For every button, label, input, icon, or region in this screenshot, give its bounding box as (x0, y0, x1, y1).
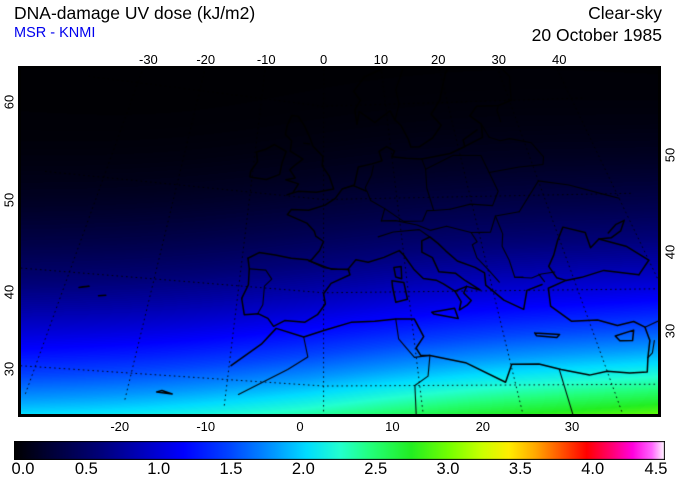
colorbar-tick-label: 0.5 (75, 460, 98, 479)
axis-tick-label: 10 (374, 52, 388, 67)
page-title: DNA-damage UV dose (kJ/m2) (14, 2, 414, 24)
axis-tick-label: 40 (552, 52, 566, 67)
colorbar-tick-label: 1.5 (220, 460, 243, 479)
axis-tick-label: 50 (2, 193, 17, 207)
axis-tick-label: 20 (431, 52, 445, 67)
colorbar-tick-label: 3.5 (509, 460, 532, 479)
colorbar-tick-label: 2.0 (292, 460, 315, 479)
axis-tick-label: 0 (320, 52, 327, 67)
axis-tick-label: 20 (476, 419, 490, 434)
colorbar-tick-label: 1.0 (147, 460, 170, 479)
axis-tick-label: 50 (663, 148, 678, 162)
axis-tick-label: -30 (139, 52, 158, 67)
date-label: 20 October 1985 (532, 24, 662, 46)
axis-tick-label: 30 (565, 419, 579, 434)
colorbar-tick-label: 4.0 (581, 460, 604, 479)
axis-tick-label: 40 (663, 245, 678, 259)
map-plot-area (18, 66, 661, 417)
header-left-block: DNA-damage UV dose (kJ/m2) MSR - KNMI (14, 2, 414, 43)
axis-tick-label: -20 (110, 419, 129, 434)
colorbar-gradient (14, 441, 665, 460)
colorbar-tick-label: 4.5 (645, 460, 668, 479)
axis-tick-label: 30 (2, 362, 17, 376)
axis-tick-label: 40 (2, 284, 17, 298)
axis-tick-label: -10 (257, 52, 276, 67)
axis-tick-label: -20 (196, 52, 215, 67)
axis-tick-label: -10 (196, 419, 215, 434)
colorbar-tick-label: 3.0 (437, 460, 460, 479)
sky-condition-label: Clear-sky (532, 2, 662, 24)
header-right-block: Clear-sky 20 October 1985 (532, 2, 662, 46)
axis-tick-label: 0 (296, 419, 303, 434)
axis-tick-label: 30 (663, 324, 678, 338)
uv-dose-heatmap (21, 69, 658, 414)
colorbar-tick-labels: 0.0 0.5 1.0 1.5 2.0 2.5 3.0 3.5 4.0 4.5 (0, 460, 678, 480)
colorbar-tick-label: 0.0 (12, 460, 35, 479)
axis-tick-label: 60 (2, 95, 17, 109)
axis-tick-label: 30 (492, 52, 506, 67)
colorbar (14, 441, 665, 460)
axis-tick-label: 10 (385, 419, 399, 434)
colorbar-tick-label: 2.5 (364, 460, 387, 479)
institute-label: MSR - KNMI (14, 24, 414, 43)
